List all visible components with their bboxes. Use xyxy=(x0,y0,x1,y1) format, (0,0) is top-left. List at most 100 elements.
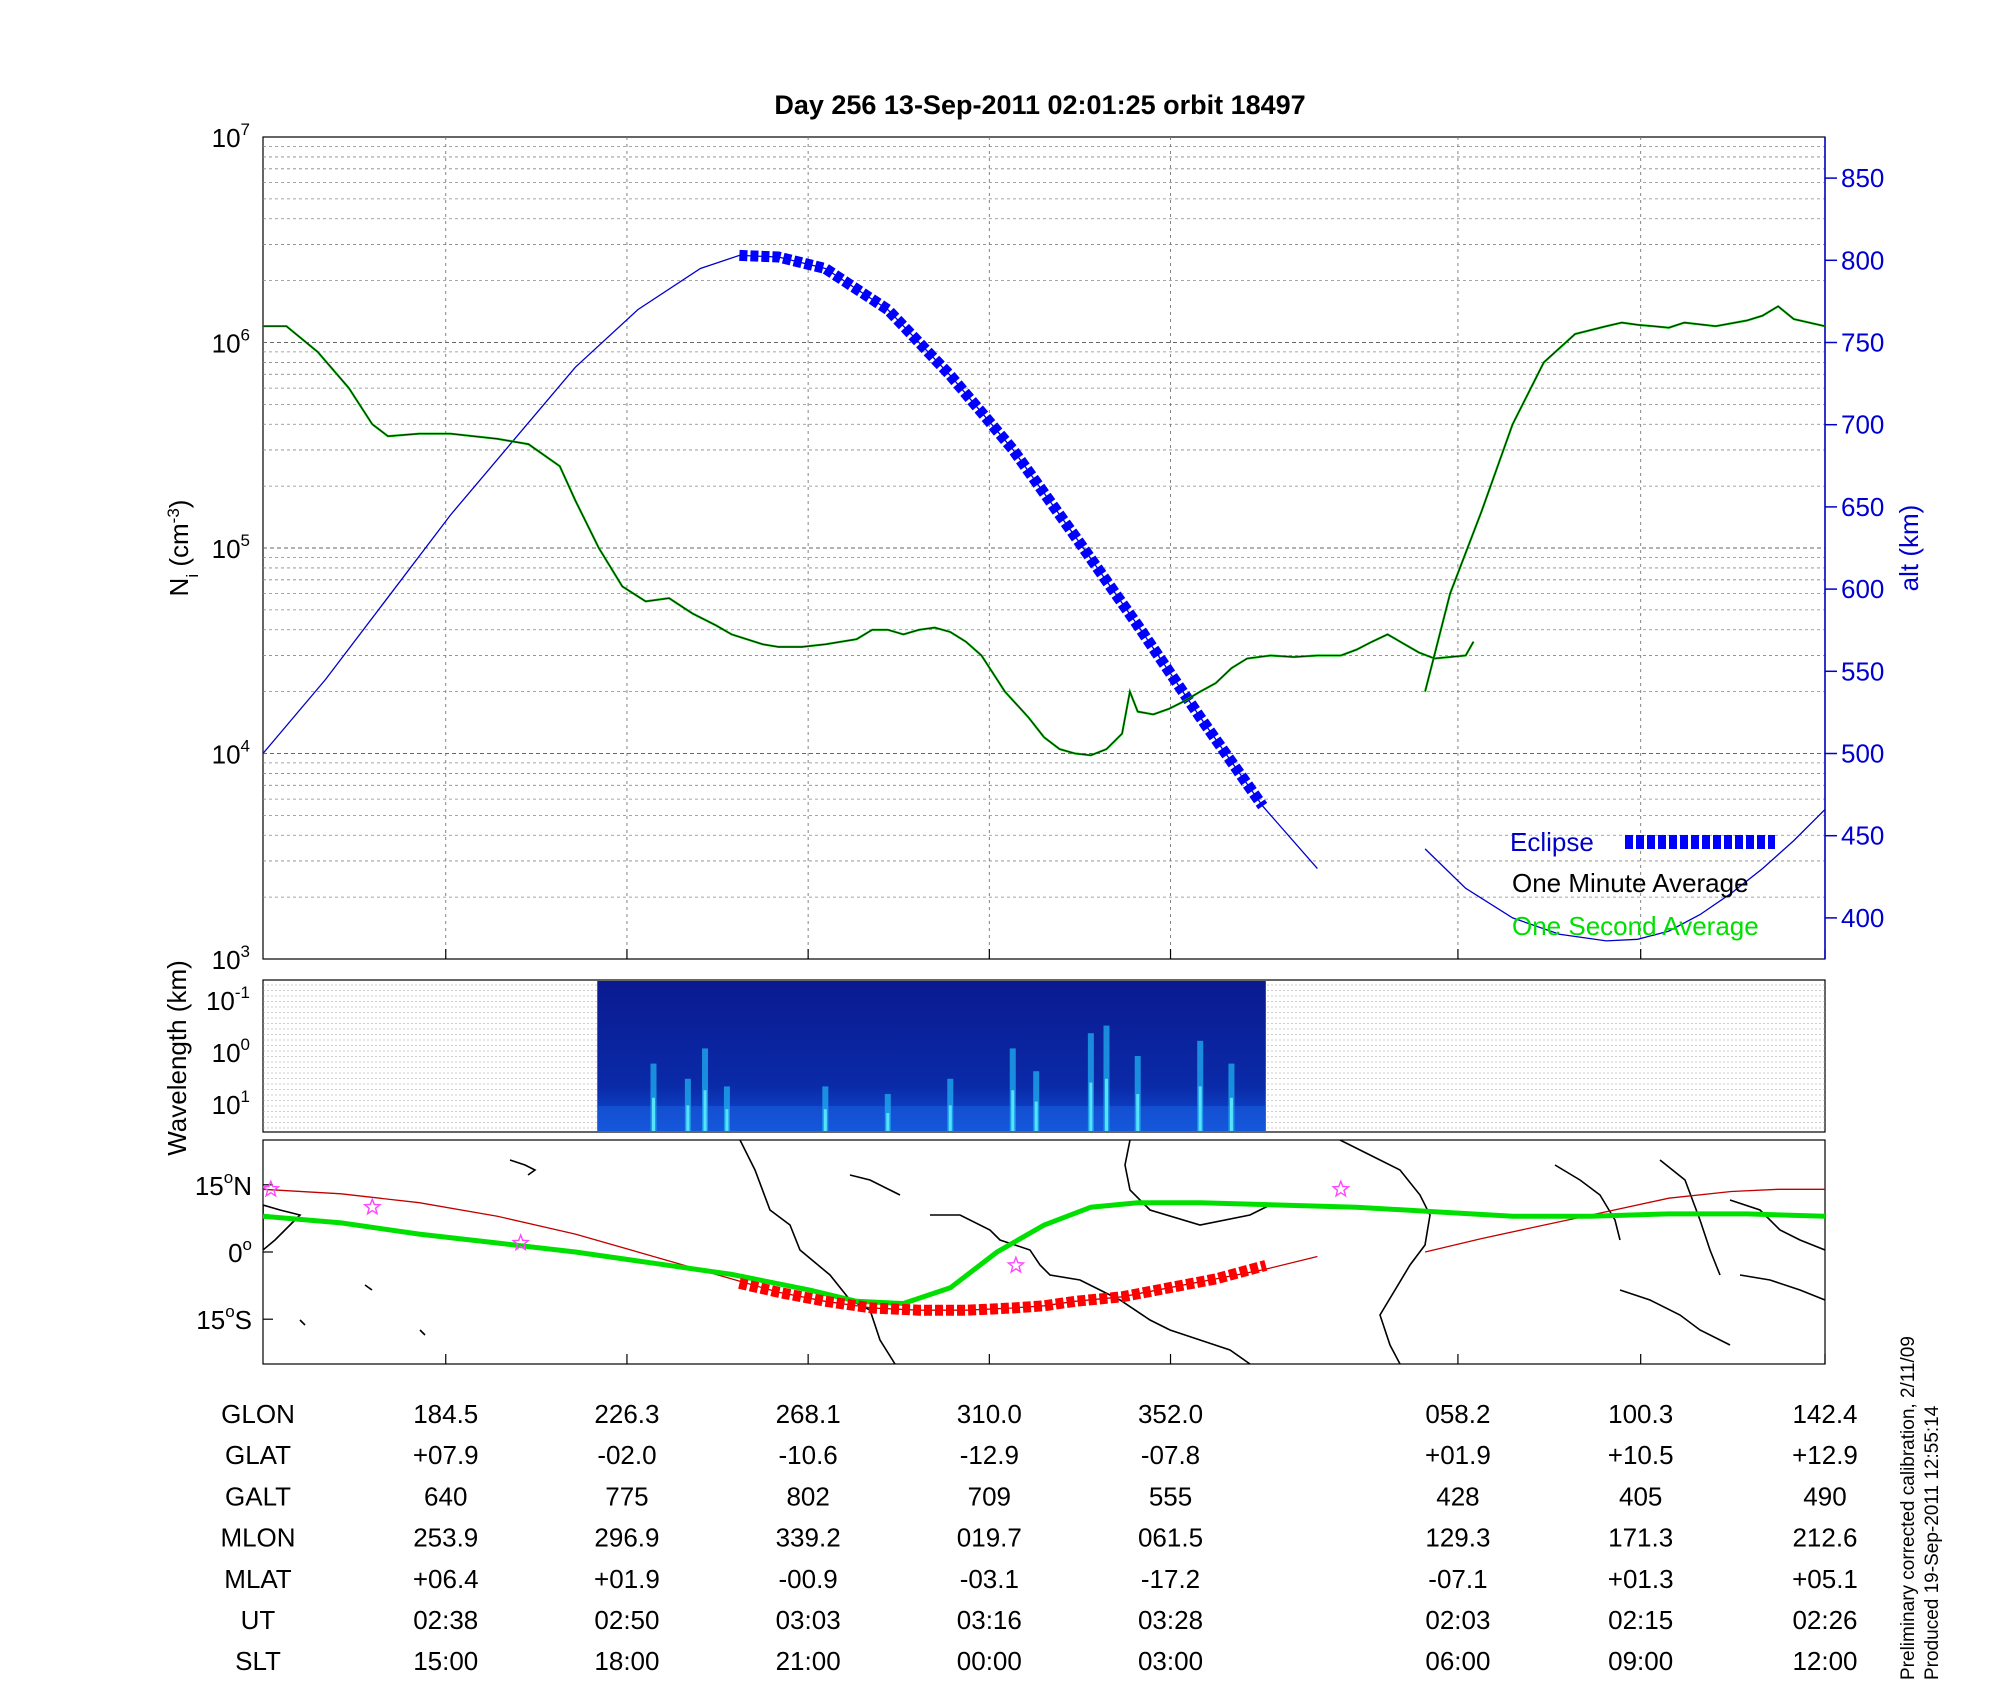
table-cell: -03.1 xyxy=(960,1564,1019,1594)
table-row-label: MLON xyxy=(220,1523,295,1553)
density-axis-ticks: 107 106 105 104 103 xyxy=(212,120,250,975)
eclipse-ground-track xyxy=(738,1260,1268,1316)
eclipse-altitude-line xyxy=(739,249,1268,810)
spectrogram-panel: 10-1 100 101 Wavelength (km) xyxy=(162,960,1826,1156)
table-cell: 019.7 xyxy=(957,1523,1022,1553)
spectrogram-spike-core xyxy=(1229,1097,1233,1131)
altitude-axis-ticks: 850 800 750 700 650 600 550 500 450 400 xyxy=(1825,163,1884,933)
table-cell: 00:00 xyxy=(957,1646,1022,1676)
table-cell: 405 xyxy=(1619,1481,1662,1511)
table-row-label: GLAT xyxy=(225,1440,291,1470)
star-marker xyxy=(511,1233,531,1252)
table-cell: 02:15 xyxy=(1608,1605,1673,1635)
coastline-indonesia xyxy=(1739,1274,1825,1301)
wavelength-axis-ticks: 10-1 100 101 xyxy=(206,983,250,1120)
altitude-tick-label: 800 xyxy=(1841,245,1884,275)
chart-title: Day 256 13-Sep-2011 02:01:25 orbit 18497 xyxy=(774,90,1305,120)
produced-note: Produced 19-Sep-2011 12:55:14 xyxy=(1922,1405,1943,1680)
table-cell: -17.2 xyxy=(1141,1564,1200,1594)
table-cell: 775 xyxy=(605,1481,648,1511)
table-cell: 03:28 xyxy=(1138,1605,1203,1635)
altitude-tick-label: 450 xyxy=(1841,821,1884,851)
spectrogram-spike xyxy=(822,1086,829,1131)
spectrogram-spike-core xyxy=(652,1097,655,1131)
table-row-label: MLAT xyxy=(224,1564,292,1594)
spectrogram-spike-core xyxy=(886,1113,890,1131)
density-tick-label: 104 xyxy=(212,737,250,770)
table-cell: 802 xyxy=(786,1481,829,1511)
density-tick-label: 107 xyxy=(212,120,250,153)
table-cell: -12.9 xyxy=(960,1440,1019,1470)
ephemeris-table: GLON 184.5 226.3 268.1 310.0 352.0 058.2 100.3 1… xyxy=(220,1399,1857,1676)
table-cell: 02:26 xyxy=(1792,1605,1857,1635)
table-row-label: GALT xyxy=(225,1481,291,1511)
table-cell: 142.4 xyxy=(1792,1399,1857,1429)
coastline-central-america xyxy=(849,1174,901,1196)
table-row-label: GLON xyxy=(221,1399,295,1429)
coastline-arabia xyxy=(1554,1164,1621,1241)
spectrogram-spike-core xyxy=(1089,1082,1093,1131)
latitude-axis-ticks: 15oN 0o 15oS xyxy=(195,1168,273,1335)
table-row-label: SLT xyxy=(235,1646,281,1676)
table-cell: 226.3 xyxy=(594,1399,659,1429)
altitude-tick-label: 650 xyxy=(1841,492,1884,522)
table-cell: 490 xyxy=(1803,1481,1846,1511)
altitude-tick-label: 550 xyxy=(1841,656,1884,686)
table-cell: 03:03 xyxy=(776,1605,841,1635)
coastlines xyxy=(263,1140,1825,1364)
coastline-hawaii-region xyxy=(263,1204,302,1252)
star-marker xyxy=(263,1179,281,1198)
density-tick-label: 105 xyxy=(212,531,250,564)
table-cell: 352.0 xyxy=(1138,1399,1203,1429)
legend-one-second-label: One Second Average xyxy=(1512,911,1759,941)
latitude-tick-label: 0o xyxy=(228,1235,252,1268)
table-cell: 339.2 xyxy=(776,1523,841,1553)
coastline-africa-west xyxy=(1124,1140,1271,1226)
spectrogram-spike-core xyxy=(703,1090,707,1131)
table-cell: 184.5 xyxy=(413,1399,478,1429)
coastline-africa-east xyxy=(1339,1140,1431,1364)
table-cell: -07.1 xyxy=(1428,1564,1487,1594)
spectrogram-spike-core xyxy=(686,1105,690,1131)
spectrogram-spike xyxy=(723,1086,730,1131)
altitude-tick-label: 400 xyxy=(1841,903,1884,933)
density-panel: 107 106 105 104 103 850 800 750 700 650 600 550 500… xyxy=(164,120,1925,975)
table-cell: 296.9 xyxy=(594,1523,659,1553)
table-cell: 100.3 xyxy=(1608,1399,1673,1429)
table-cell: 129.3 xyxy=(1425,1523,1490,1553)
coastline-southeast-asia xyxy=(1729,1199,1825,1251)
spectrogram-spike-core xyxy=(1104,1078,1108,1131)
table-cell: -00.9 xyxy=(779,1564,838,1594)
table-cell: 640 xyxy=(424,1481,467,1511)
spectrogram-spike xyxy=(1228,1063,1235,1131)
spectrogram-spike-core xyxy=(1136,1094,1140,1131)
altitude-axis-label: alt (km) xyxy=(1894,505,1924,592)
table-row-label: UT xyxy=(241,1605,276,1635)
coastline-east-south-america xyxy=(930,1214,1251,1364)
spectrogram-spike xyxy=(650,1063,657,1131)
wavelength-tick-label: 101 xyxy=(212,1087,250,1120)
spectrogram-spike xyxy=(1134,1056,1141,1131)
table-cell: 18:00 xyxy=(594,1646,659,1676)
spectrogram-spike xyxy=(947,1078,954,1131)
table-cell: +10.5 xyxy=(1608,1440,1674,1470)
table-cell: 03:00 xyxy=(1138,1646,1203,1676)
table-cell: 09:00 xyxy=(1608,1646,1673,1676)
altitude-tick-label: 500 xyxy=(1841,739,1884,769)
table-cell: 06:00 xyxy=(1425,1646,1490,1676)
table-cell: +06.4 xyxy=(413,1564,479,1594)
latitude-tick-label: 15oN xyxy=(195,1168,252,1201)
altitude-tick-label: 850 xyxy=(1841,163,1884,193)
altitude-line xyxy=(1424,808,1825,942)
star-marker xyxy=(1006,1255,1026,1274)
table-cell: 02:38 xyxy=(413,1605,478,1635)
density-axis-label: Ni (cm-3) xyxy=(164,500,202,597)
coastline-madagascar-region xyxy=(1619,1289,1731,1346)
table-cell: 058.2 xyxy=(1425,1399,1490,1429)
table-cell: 12:00 xyxy=(1792,1646,1857,1676)
table-cell: 171.3 xyxy=(1608,1523,1673,1553)
table-cell: 268.1 xyxy=(776,1399,841,1429)
magnetic-equator-line xyxy=(263,1200,1825,1307)
table-cell: 555 xyxy=(1149,1481,1192,1511)
